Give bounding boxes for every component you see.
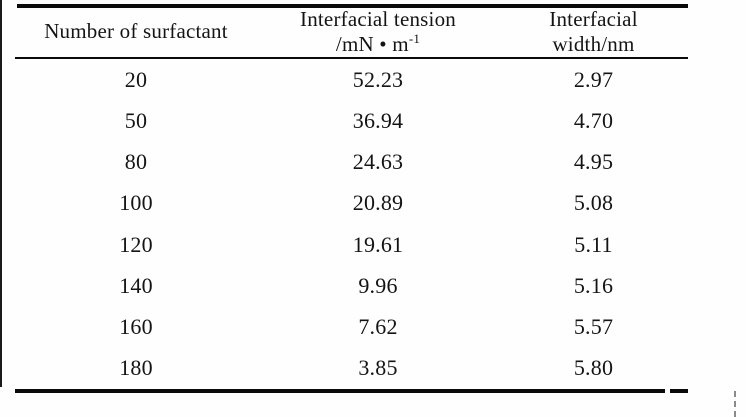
- cell-tension: 24.63: [352, 149, 404, 175]
- table-row: 140 9.96 5.16: [15, 265, 688, 306]
- cell-tension: 19.61: [352, 231, 404, 257]
- cell-surfactant: 140: [119, 272, 153, 298]
- table-row: 50 36.94 4.70: [15, 100, 688, 141]
- cell-surfactant: 50: [124, 107, 148, 133]
- cell-surfactant: 120: [119, 231, 153, 257]
- table-row: 20 52.23 2.97: [15, 59, 688, 100]
- table-top-rule: [17, 4, 688, 8]
- table-row: 100 20.89 5.08: [15, 183, 688, 224]
- column-header-label: Number of surfactant: [44, 19, 228, 43]
- unit-superscript: -1: [408, 30, 421, 46]
- cell-tension: 20.89: [352, 190, 404, 216]
- scan-edge-line: [0, 0, 2, 387]
- cell-width: 5.08: [573, 190, 614, 216]
- column-header-label: Interfacial: [549, 6, 638, 31]
- column-header-unit: width/nm: [552, 31, 635, 56]
- cell-width: 5.57: [573, 314, 614, 340]
- data-table: Number of surfactant Interfacial tension…: [15, 6, 688, 389]
- table-bottom-rule: [15, 389, 665, 393]
- cell-width: 5.16: [573, 272, 614, 298]
- cell-surfactant: 180: [119, 355, 153, 381]
- column-header-interfacial-tension: Interfacial tension /mN • m-1: [257, 7, 499, 57]
- column-header-number-of-surfactant: Number of surfactant: [15, 19, 257, 44]
- cell-surfactant: 100: [119, 190, 153, 216]
- table-row: 80 24.63 4.95: [15, 142, 688, 183]
- cell-tension: 36.94: [352, 107, 404, 133]
- cell-width: 4.95: [573, 149, 614, 175]
- table-header-separator-rule: [15, 57, 688, 59]
- column-header-unit: /mN • m-1: [335, 30, 421, 56]
- table-row: 120 19.61 5.11: [15, 224, 688, 265]
- column-header-label: Interfacial tension: [300, 6, 456, 31]
- cell-tension: 9.96: [358, 272, 398, 298]
- table-row: 160 7.62 5.57: [15, 307, 688, 348]
- cell-surfactant: 80: [124, 149, 148, 175]
- scan-dashed-artifact: [734, 391, 736, 417]
- table-body: 20 52.23 2.97 50 36.94 4.70 80 24.63 4.9…: [15, 59, 688, 389]
- table-row: 180 3.85 5.80: [15, 348, 688, 389]
- cell-width: 4.70: [573, 107, 614, 133]
- table-bottom-rule-segment: [670, 389, 688, 393]
- cell-width: 5.11: [574, 231, 613, 257]
- cell-surfactant: 20: [124, 66, 148, 92]
- cell-width: 2.97: [573, 66, 614, 92]
- cell-tension: 52.23: [352, 66, 404, 92]
- cell-tension: 7.62: [358, 314, 398, 340]
- cell-tension: 3.85: [358, 355, 398, 381]
- cell-surfactant: 160: [119, 314, 153, 340]
- table-header-row: Number of surfactant Interfacial tension…: [15, 6, 688, 57]
- column-header-interfacial-width: Interfacial width/nm: [499, 7, 688, 57]
- cell-width: 5.80: [573, 355, 614, 381]
